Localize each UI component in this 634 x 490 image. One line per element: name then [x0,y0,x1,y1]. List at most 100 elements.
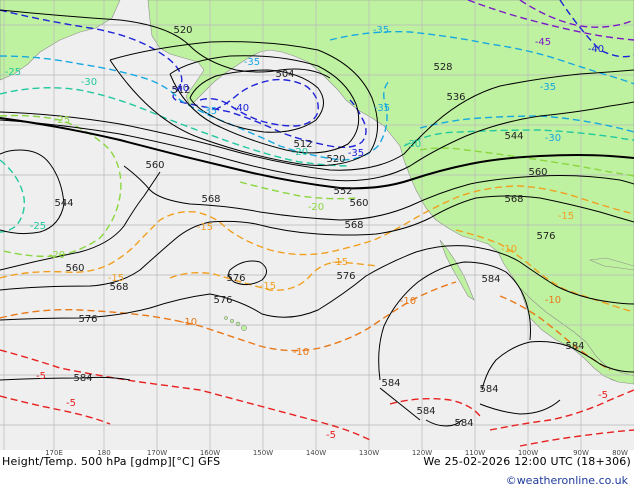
lon-tick: 90W [573,449,589,457]
temp-contour [0,114,122,258]
height-contour [0,117,634,190]
temp-contour [0,281,457,352]
temp-label: -35 [540,82,556,93]
temp-label: -20 [308,202,324,213]
height-label: 544 [504,131,523,142]
height-contour [378,261,531,381]
temp-contour [389,397,481,417]
temp-contour [329,31,634,85]
temp-contour [419,115,634,133]
temp-label: -10 [293,347,309,358]
temp-label: -5 [326,430,336,441]
temp-label: -15 [332,257,348,268]
temp-contour [0,87,351,167]
height-label: 520 [173,25,192,36]
height-label: 536 [446,92,465,103]
height-contour [123,165,634,221]
temp-label: -15 [558,211,574,222]
temp-label: -35 [374,103,390,114]
lon-tick: 120W [411,449,433,457]
height-contour [481,341,634,391]
temp-contour [499,295,611,371]
lon-tick: 110W [464,449,486,457]
temp-label: -25 [5,67,21,78]
land-hawaii [224,316,247,331]
height-contour [479,399,561,415]
temperature-labels: -45 -40 -35 -40 -35 -30 -25 -25 -20 -25 … [5,25,608,441]
height-label: 544 [54,198,73,209]
height-label: 560 [528,167,547,178]
height-label: 576 [336,271,355,282]
temp-label: -15 [260,281,276,292]
temp-label: -35 [373,25,389,36]
height-label: 584 [565,341,584,352]
temp-label: -20 [49,250,65,261]
temp-label: -5 [36,371,46,382]
height-label: 568 [344,220,363,231]
lon-tick: 130W [358,449,380,457]
temp-label: -5 [598,390,608,401]
temp-contour [199,78,319,127]
temp-contour [403,129,634,147]
temp-label: -40 [588,44,604,55]
temp-contour [239,181,357,200]
height-label: 584 [416,406,435,417]
temp-label: -25 [54,115,70,126]
height-contour [0,101,634,182]
temp-contour [169,261,379,291]
temp-label: -35 [348,148,364,159]
height-contour [0,245,634,321]
height-label: 576 [78,314,97,325]
temp-contour [0,185,634,279]
temp-label: -45 [535,37,551,48]
height-contour [0,149,65,235]
height-label: 560 [65,263,84,274]
lon-tick: 140W [305,449,327,457]
temp-contour [455,229,634,313]
lon-tick: 170E [45,449,63,457]
temp-contour [489,389,634,431]
height-label: 576 [536,231,555,242]
temp-label: -10 [501,244,517,255]
height-contour [169,55,360,154]
temp-contour [0,9,367,149]
lon-tick: 180 [97,449,111,457]
temp-contour [559,0,634,58]
height-label: 512 [293,139,312,150]
height-label: 520 [326,154,345,165]
height-contour [228,260,267,286]
height-label: 576 [226,273,245,284]
temp-label: -35 [201,106,217,117]
temp-contour [0,349,371,441]
land-siberia [0,0,121,81]
temp-label: -10 [545,295,561,306]
lat-lon-grid [0,0,634,450]
temp-contour [519,0,634,28]
temperature-contours [0,0,634,447]
height-label: 512 [171,85,190,96]
height-label: 584 [73,373,92,384]
temp-label: -10 [181,317,197,328]
temp-label: -40 [233,103,249,114]
temp-label: -5 [66,398,76,409]
lon-tick: 80W [612,449,628,457]
temp-label: -25 [30,221,46,232]
credit-link[interactable]: ©weatheronline.co.uk [505,474,628,487]
height-label: 560 [145,160,164,171]
height-label: 568 [504,194,523,205]
height-label: 584 [381,378,400,389]
height-labels: 520 512 504 512 520 528 536 544 552 560 … [54,25,584,429]
temp-label: -40 [173,83,189,94]
height-contour [109,41,378,166]
temp-label: -15 [197,222,213,233]
height-contour [425,419,463,427]
height-contours [0,9,634,427]
height-label: 584 [481,274,500,285]
temp-label: -20 [292,147,308,158]
height-contour [0,69,634,171]
height-contour [0,195,634,291]
temp-label: -30 [545,133,561,144]
land-central-america [519,287,634,385]
height-label: 560 [349,198,368,209]
height-label: 552 [333,186,352,197]
